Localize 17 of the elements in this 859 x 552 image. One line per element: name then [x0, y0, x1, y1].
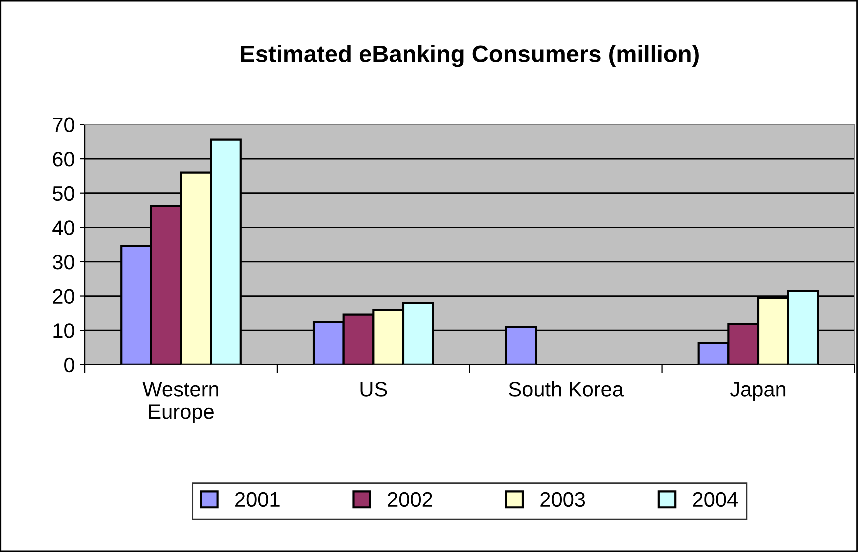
legend-label: 2001 [236, 492, 280, 508]
legend-label: 2002 [388, 492, 432, 508]
y-tick-label: 50 [52, 186, 75, 202]
x-tick-label: Japan [730, 382, 786, 401]
y-tick-label: 40 [52, 220, 75, 236]
y-tick-label: 60 [53, 152, 75, 167]
y-tick-label: 10 [54, 324, 75, 338]
x-tick-label: Western Europe [142, 382, 218, 424]
chart-title: Estimated eBanking Consumers (million) [241, 45, 699, 68]
y-tick-label: 30 [52, 254, 75, 270]
x-tick-label: US [360, 382, 388, 397]
legend-label: 2004 [693, 492, 738, 508]
legend-label: 2003 [540, 492, 586, 508]
y-tick-label: 0 [64, 358, 75, 373]
y-tick-label: 20 [53, 289, 75, 304]
x-tick-label: South Korea [509, 382, 624, 397]
y-tick-label: 70 [53, 118, 75, 133]
